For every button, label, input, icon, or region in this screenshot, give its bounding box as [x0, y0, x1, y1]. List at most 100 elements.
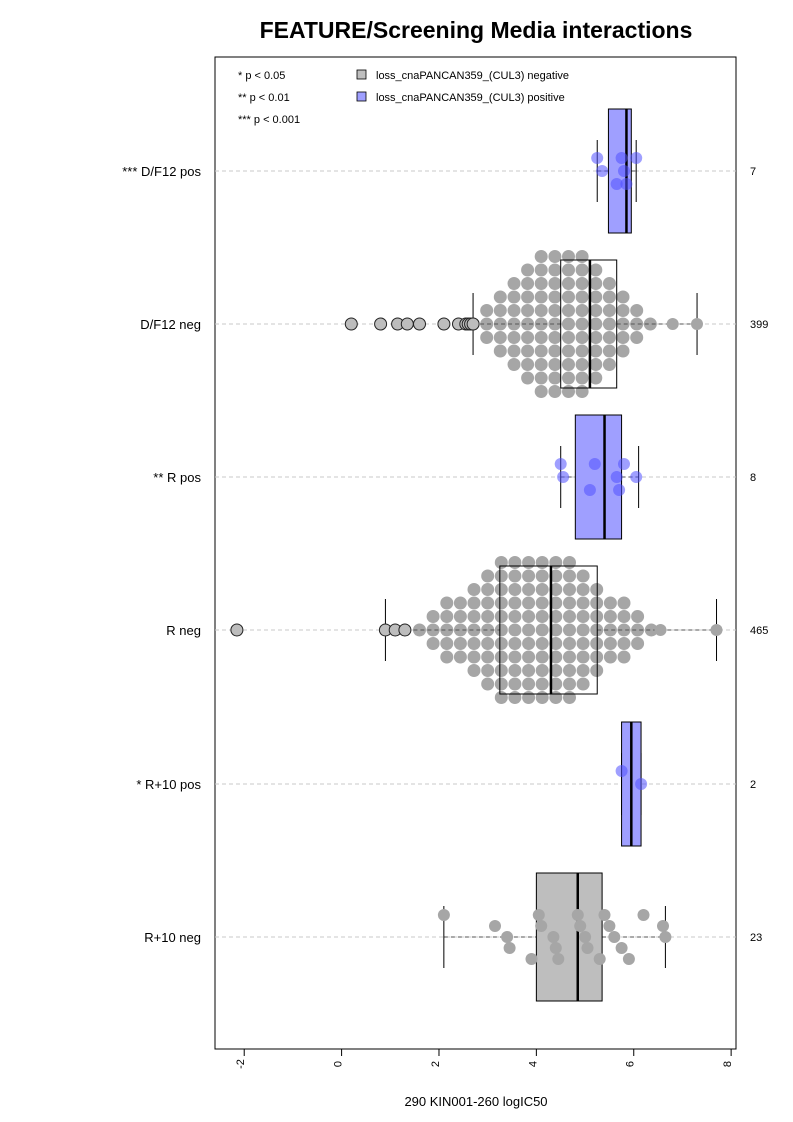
- x-tick-label: 0: [333, 1061, 345, 1067]
- swarm-point: [602, 304, 616, 317]
- data-point: [344, 317, 358, 331]
- data-point: [630, 471, 643, 483]
- swarm-point: [534, 331, 548, 344]
- swarm-point: [535, 650, 549, 664]
- swarm-point: [563, 556, 576, 569]
- swarm-point: [590, 623, 604, 637]
- data-point: [557, 471, 570, 483]
- swarm-point: [630, 331, 644, 344]
- swarm-point: [507, 358, 521, 371]
- swarm-point: [575, 263, 589, 277]
- swarm-point: [534, 263, 548, 277]
- swarm-point: [631, 623, 645, 637]
- swarm-point: [575, 250, 589, 263]
- swarm-point: [589, 331, 603, 344]
- swarm-point: [535, 637, 549, 650]
- swarm-point: [534, 250, 548, 263]
- swarm-point: [522, 583, 536, 596]
- swarm-point: [548, 263, 562, 277]
- swarm-point: [508, 569, 522, 583]
- swarm-point: [617, 650, 631, 664]
- swarm-point: [493, 331, 507, 344]
- data-point: [579, 931, 592, 943]
- swarm-point: [602, 358, 616, 371]
- swarm-point: [644, 623, 658, 637]
- swarm-point: [494, 569, 508, 583]
- swarm-point: [563, 583, 576, 596]
- swarm-point: [508, 691, 522, 704]
- group-1: D/F12 neg 399: [140, 250, 768, 398]
- swarm-point: [481, 569, 495, 583]
- swarm-point: [535, 596, 549, 610]
- swarm-point: [426, 610, 440, 623]
- group-count: 465: [750, 625, 768, 637]
- swarm-point: [413, 623, 426, 637]
- swarm-point: [549, 623, 563, 637]
- data-point: [618, 165, 630, 177]
- swarm-point: [631, 637, 645, 650]
- swarm-point: [508, 623, 522, 637]
- swarm-point: [563, 623, 576, 637]
- data-point: [615, 765, 628, 777]
- legend-entry-label: loss_cnaPANCAN359_(CUL3) positive: [376, 92, 565, 104]
- box: [535, 872, 603, 1002]
- swarm-point: [534, 317, 548, 331]
- data-point: [489, 920, 501, 932]
- swarm-point: [481, 637, 495, 650]
- swarm-point: [535, 664, 549, 677]
- swarm-point: [589, 344, 603, 358]
- swarm-point: [494, 610, 508, 623]
- legend-significance-text: ** p < 0.01: [238, 92, 290, 104]
- swarm-point: [481, 650, 495, 664]
- data-point: [400, 317, 414, 331]
- group-count: 399: [750, 319, 768, 331]
- swarm-point: [575, 290, 589, 304]
- group-3: R neg 465: [166, 556, 768, 704]
- swarm-point: [589, 358, 603, 371]
- data-point: [437, 909, 450, 921]
- swarm-point: [603, 637, 617, 650]
- swarm-point: [576, 623, 590, 637]
- swarm-point: [576, 610, 590, 623]
- data-point: [574, 920, 587, 932]
- swarm-point: [576, 650, 590, 664]
- swarm-point: [590, 664, 604, 677]
- swarm-point: [521, 290, 535, 304]
- swarm-point: [549, 637, 563, 650]
- swarm-point: [522, 650, 536, 664]
- swarm-point: [494, 623, 508, 637]
- swarm-point: [508, 677, 522, 691]
- swarm-point: [548, 317, 562, 331]
- swarm-point: [507, 304, 521, 317]
- swarm-point: [590, 583, 604, 596]
- legend-entry-label: loss_cnaPANCAN359_(CUL3) negative: [376, 70, 569, 82]
- x-tick-label: 4: [527, 1061, 539, 1067]
- data-point: [615, 942, 628, 954]
- swarm-point: [602, 290, 616, 304]
- swarm-point: [549, 664, 563, 677]
- swarm-point: [534, 371, 548, 385]
- data-point: [588, 458, 601, 470]
- legend-swatch: [356, 69, 367, 80]
- data-point: [554, 458, 567, 470]
- swarm-point: [548, 250, 562, 263]
- swarm-point: [602, 277, 616, 290]
- swarm-point: [563, 664, 576, 677]
- swarm-point: [522, 677, 536, 691]
- swarm-point: [508, 610, 522, 623]
- group-label: *** D/F12 pos: [122, 164, 201, 179]
- swarm-point: [562, 371, 575, 385]
- data-point: [622, 953, 635, 965]
- swarm-point: [630, 317, 644, 331]
- swarm-point: [548, 277, 562, 290]
- swarm-point: [575, 317, 589, 331]
- swarm-point: [548, 344, 562, 358]
- swarm-point: [521, 344, 535, 358]
- x-tick-label: 6: [625, 1061, 637, 1067]
- swarm-point: [453, 596, 467, 610]
- swarm-point: [589, 304, 603, 317]
- swarm-point: [603, 623, 617, 637]
- swarm-point: [563, 569, 576, 583]
- swarm-point: [494, 677, 508, 691]
- swarm-point: [521, 304, 535, 317]
